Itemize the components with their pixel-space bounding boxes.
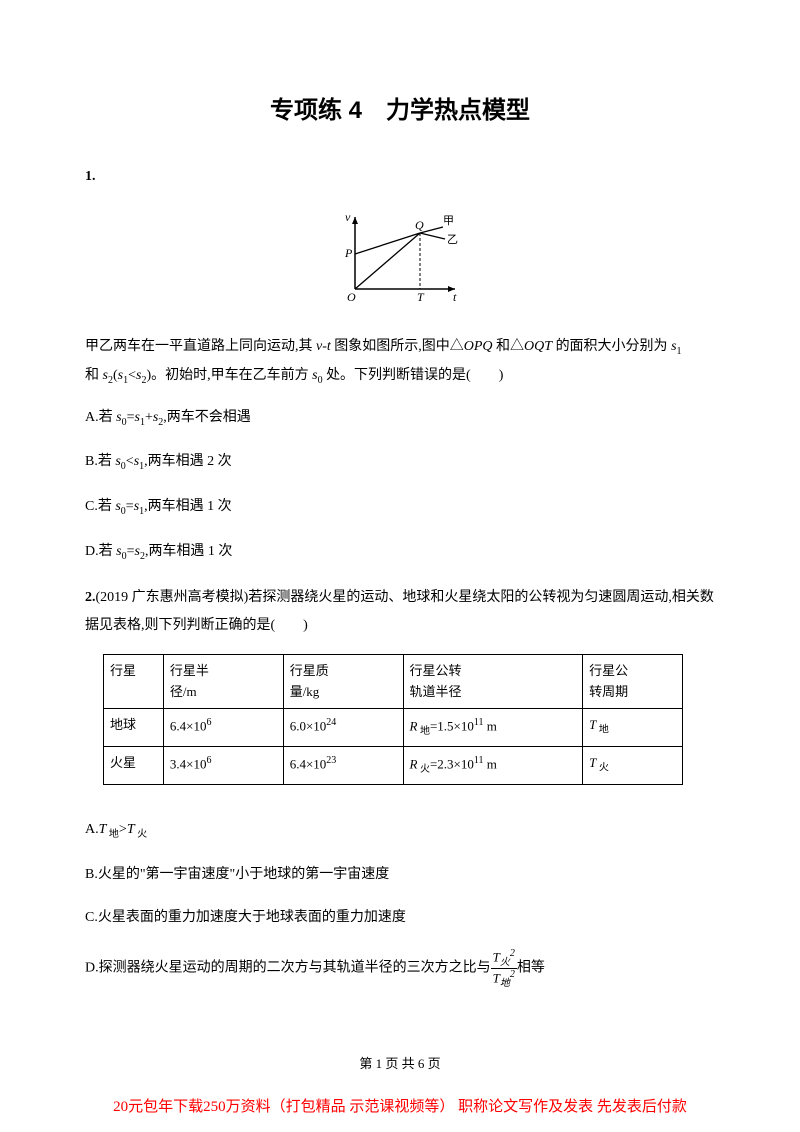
svg-text:t: t [453,290,457,304]
svg-text:甲: 甲 [443,215,454,227]
q2-opt-c: C.火星表面的重力加速度大于地球表面的重力加速度 [85,905,715,930]
planet-table: 行星 行星半径/m 行星质量/kg 行星公转轨道半径 行星公转周期 地球 6.4… [103,654,683,785]
q1-opt-b: B.若 s0<s1,两车相遇 2 次 [85,449,715,476]
q2-opt-b: B.火星的"第一宇宙速度"小于地球的第一宇宙速度 [85,862,715,887]
th-period: 行星公转周期 [583,654,683,709]
svg-text:O: O [347,290,356,304]
q1-num: 1. [85,169,96,184]
q1-opt-c: C.若 s0=s1,两车相遇 1 次 [85,494,715,521]
q1-opt-d: D.若 s0=s2,两车相遇 1 次 [85,539,715,566]
q1-opt-a: A.若 s0=s1+s2,两车不会相遇 [85,405,715,432]
th-planet: 行星 [104,654,164,709]
q2-opt-d: D.探测器绕火星运动的周期的二次方与其轨道半径的三次方之比与T火2T地2相等 [85,948,715,989]
q1-body: 甲乙两车在一平直道路上同向运动,其 v-t 图象如图所示,图中△OPQ 和△OQ… [85,333,715,391]
svg-text:v: v [345,210,351,224]
doc-title: 专项练 4 力学热点模型 [85,90,715,125]
svg-text:P: P [344,246,353,260]
q2-num: 2. [85,590,96,605]
th-radius: 行星半径/m [163,654,283,709]
svg-text:乙: 乙 [447,233,458,246]
q2-body: 2.(2019 广东惠州高考模拟)若探测器绕火星的运动、地球和火星绕太阳的公转视… [85,584,715,640]
th-orbit: 行星公转轨道半径 [403,654,583,709]
q2-opt-a: A.T 地>T 火 [85,817,715,844]
svg-text:T: T [417,290,425,304]
table-row: 地球 6.4×106 6.0×1024 R 地=1.5×1011 m T 地 [104,709,683,747]
table-row: 火星 3.4×106 6.4×1023 R 火=2.3×1011 m T 火 [104,747,683,785]
footer-ad: 20元包年下载250万资料（打包精品 示范课视频等） 职称论文写作及发表 先发表… [0,1095,800,1116]
svg-text:Q: Q [415,218,424,232]
fraction: T火2T地2 [491,948,517,989]
page-number: 第 1 页 共 6 页 [0,1053,800,1072]
q1-figure: v P Q 甲 乙 O T t [85,209,715,309]
th-mass: 行星质量/kg [283,654,403,709]
vt-graph: v P Q 甲 乙 O T t [335,209,465,304]
q1-number: 1. [85,163,715,191]
